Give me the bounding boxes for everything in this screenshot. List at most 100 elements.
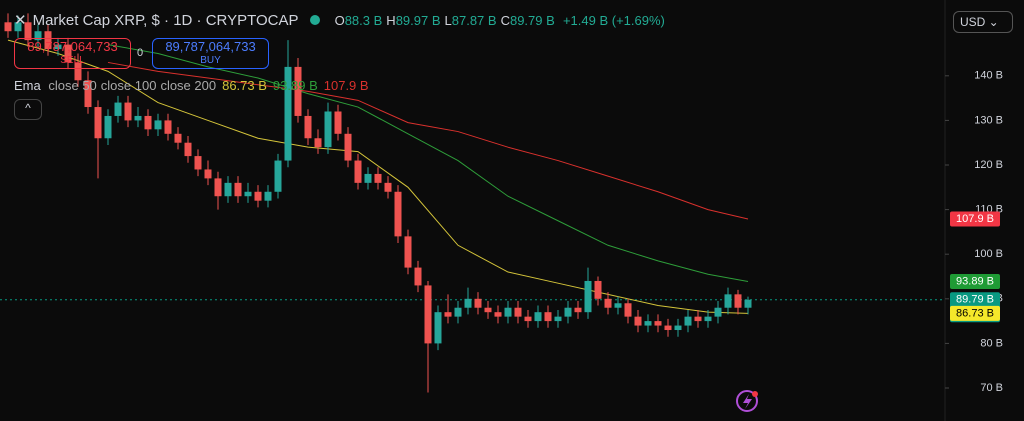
ema-name: close 50 <box>48 78 97 93</box>
price-tag-label: 89.79 B <box>956 294 994 306</box>
candle-body <box>194 156 202 170</box>
candle-body <box>104 115 112 139</box>
sell-label: SELL <box>60 55 85 66</box>
candle-body <box>724 294 732 308</box>
candle-body <box>664 325 672 331</box>
candle-body <box>574 307 582 313</box>
candle-body <box>384 182 392 192</box>
candle-body <box>484 307 492 313</box>
candle-body <box>274 160 282 192</box>
y-tick-label: 80 B <box>980 337 1003 349</box>
candle-body <box>294 66 302 116</box>
ohlc-key: C <box>500 13 510 28</box>
candle-body <box>554 316 562 322</box>
candle-body <box>144 115 152 130</box>
candle-body <box>524 316 532 322</box>
candle-body <box>474 298 482 308</box>
ema-value: 93.89 B <box>272 78 318 93</box>
candle-body <box>34 31 42 41</box>
ohlc-value: 89.97 B <box>395 13 441 28</box>
y-tick-label: 130 B <box>974 114 1003 126</box>
candle-body <box>54 44 62 50</box>
price-tag <box>950 305 1000 321</box>
y-tick-label: 70 B <box>980 382 1003 394</box>
candle-body <box>684 316 692 326</box>
collapse-button[interactable]: ^ <box>14 99 42 120</box>
candle-body <box>124 102 132 121</box>
candle-body <box>674 325 682 331</box>
candle-body <box>244 191 252 197</box>
spread: 0 <box>137 47 144 59</box>
candle-body <box>644 321 652 326</box>
ohlc-value: 89.79 B <box>509 13 555 28</box>
change: +1.49 B (+1.69%) <box>562 13 665 28</box>
candle-body <box>344 133 352 161</box>
candle-body <box>404 236 412 268</box>
currency-button[interactable]: USD ⌄ <box>953 11 1013 33</box>
candle-body <box>64 44 72 63</box>
header: ✕ Market Cap XRP, $ · 1D · CRYPTOCAP O88.… <box>14 11 665 29</box>
ema-value: 107.9 B <box>323 78 369 93</box>
candle-body <box>174 133 182 143</box>
candle-body <box>714 307 722 317</box>
ohlc-key: H <box>386 13 396 28</box>
candle-body <box>224 182 232 197</box>
ohlc-value: 87.87 B <box>451 13 497 28</box>
y-tick-label: 120 B <box>974 159 1003 171</box>
candle-body <box>354 160 362 183</box>
indicator-legend: Ema close 50 close 100 close 200 86.73 B 93.… <box>14 78 369 93</box>
candle-body <box>164 120 172 134</box>
candle-body <box>264 191 272 201</box>
indicator-name: Ema <box>14 78 41 93</box>
candle-body <box>114 102 122 116</box>
candle-body <box>184 142 192 157</box>
buy-button[interactable]: 89,787,064,733 BUY <box>152 38 269 69</box>
chart-title: Market Cap XRP, $ · 1D · CRYPTOCAP <box>32 12 299 29</box>
candle-body <box>744 299 752 308</box>
candle-body <box>324 111 332 148</box>
candle-body <box>494 312 502 317</box>
ohlc-key: L <box>444 13 452 28</box>
candle-body <box>364 173 372 183</box>
candle-body <box>24 22 32 41</box>
sell-price: 89,787,064,733 <box>27 39 118 54</box>
candle-body <box>504 307 512 317</box>
candle-body <box>424 285 432 344</box>
candle-body <box>44 31 52 50</box>
candle-body <box>734 294 742 308</box>
ema-line <box>7 39 749 314</box>
candle-body <box>464 298 472 308</box>
ohlc-key: O <box>334 13 345 28</box>
candle-body <box>704 316 712 322</box>
candle-body <box>14 22 22 32</box>
candle-body <box>214 178 222 197</box>
currency: USD <box>960 15 986 29</box>
candle-body <box>154 120 162 130</box>
candle-body <box>334 111 342 134</box>
ema-value: 86.73 B <box>222 78 267 93</box>
candle-body <box>654 321 662 326</box>
candle-body <box>454 307 462 317</box>
candle-body <box>634 316 642 326</box>
price-tag-label: 93.89 B <box>956 275 994 287</box>
ohlc: O88.3 B H89.97 B L87.87 B C89.79 B <box>331 13 555 28</box>
sell-button[interactable]: 89,787,064,733 SELL <box>14 38 131 69</box>
candle-body <box>624 303 632 317</box>
candle-body <box>584 280 592 313</box>
buy-price: 89,787,064,733 <box>165 39 256 54</box>
candle-body <box>84 80 92 108</box>
candle-body <box>374 173 382 183</box>
candle-body <box>394 191 402 237</box>
candle-body <box>514 307 522 317</box>
candle-body <box>694 316 702 322</box>
candle-body <box>304 115 312 139</box>
ohlc-value: 88.3 B <box>344 13 383 28</box>
candle-body <box>134 115 142 121</box>
close-icon[interactable]: ✕ <box>14 12 27 29</box>
price-tag <box>950 211 1000 227</box>
boost-icon[interactable] <box>736 390 758 412</box>
candle-body <box>234 182 242 197</box>
price-tag-label: 86.73 B <box>956 307 994 319</box>
